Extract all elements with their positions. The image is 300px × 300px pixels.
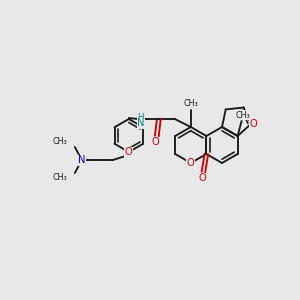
Text: CH₃: CH₃ — [235, 110, 250, 119]
Text: CH₃: CH₃ — [183, 100, 198, 109]
Text: CH₃: CH₃ — [52, 137, 67, 146]
Text: N: N — [78, 155, 85, 165]
Text: O: O — [125, 147, 133, 157]
Text: H: H — [137, 112, 144, 122]
Text: CH₃: CH₃ — [52, 173, 67, 182]
Text: O: O — [187, 158, 195, 168]
Text: O: O — [152, 137, 160, 147]
Text: N: N — [137, 118, 145, 128]
Text: O: O — [199, 173, 206, 183]
Text: O: O — [249, 119, 257, 129]
